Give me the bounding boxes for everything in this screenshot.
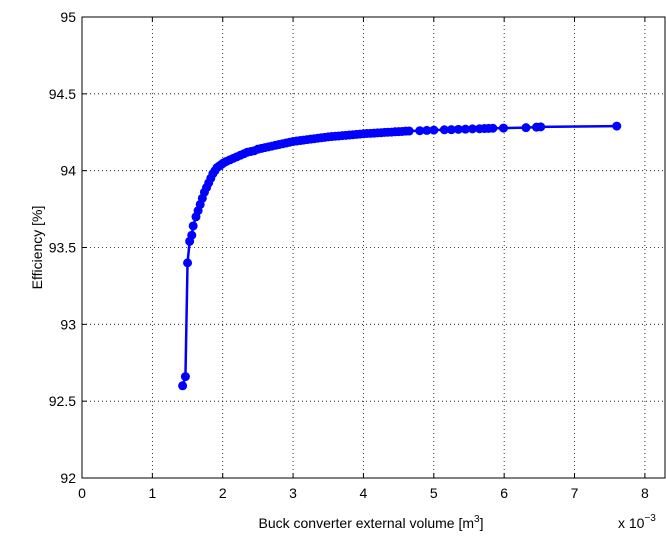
data-point-0-1 [180,372,190,382]
x-tick-label-1: 1 [148,485,156,501]
x-tick-label-7: 7 [571,485,579,501]
data-point-0-77 [446,125,456,135]
x-tick-label-3: 3 [289,485,297,501]
x-axis-label-superscript: 3 [474,514,480,525]
label-layer: Buck converter external volume [m3]Effic… [29,206,656,531]
x-tick-label-8: 8 [641,485,649,501]
data-point-0-80 [468,124,478,134]
y-tick-label-3: 93.5 [49,240,76,256]
data-point-0-84 [488,123,498,133]
data-point-0-85 [498,123,508,133]
x-axis-multiplier: x 10−3 [618,513,656,531]
data-point-0-86 [521,123,531,133]
data-point-0-79 [460,124,470,134]
data-point-0-4 [187,230,197,240]
axes-layer: 0 1 2 3 4 5 6 7 8 92 92.5 93 93.5 94 94.5 95 [49,9,666,501]
y-tick-label-4: 94 [60,163,76,179]
x-tick-label-5: 5 [430,485,438,501]
x-axis-multiplier-exponent: −3 [644,513,656,524]
grid-layer [82,17,666,478]
data-point-0-89 [612,121,622,131]
y-tick-label-2: 93 [60,316,76,332]
series-layer [178,121,622,391]
data-point-0-75 [429,125,439,135]
data-point-0-0 [178,381,188,391]
x-tick-label-2: 2 [219,485,227,501]
data-point-0-78 [453,124,463,134]
y-axis-label: Efficiency [%] [29,206,45,290]
data-point-0-74 [422,125,432,135]
y-tick-label-1: 92.5 [49,393,76,409]
x-axis-label-suffix: ] [480,515,484,531]
x-axis-label-base: Buck converter external volume [m [259,515,475,531]
data-point-0-2 [183,258,193,268]
x-axis-label: Buck converter external volume [m3] [259,514,484,531]
y-tick-label-6: 95 [60,9,76,25]
y-tick-label-0: 92 [60,470,76,486]
data-point-0-73 [415,126,425,136]
x-axis-multiplier-base: x 10 [618,515,645,531]
data-point-0-88 [536,122,546,132]
x-tick-label-6: 6 [500,485,508,501]
x-tick-label-0: 0 [78,485,86,501]
data-point-0-72 [404,126,414,136]
data-point-0-5 [188,221,198,231]
x-tick-label-4: 4 [360,485,368,501]
data-point-0-76 [439,125,449,135]
plot-frame [81,16,666,479]
series-line-0 [181,124,618,388]
y-tick-label-5: 94.5 [49,86,76,102]
